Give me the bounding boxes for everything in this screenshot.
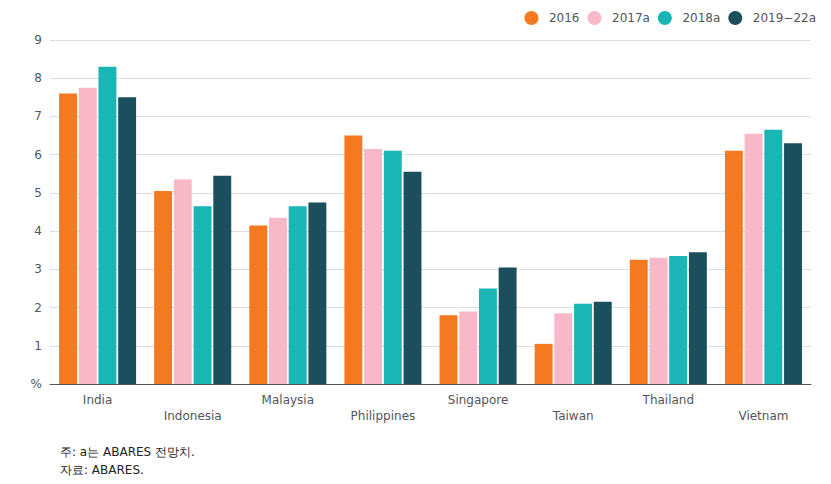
svg-text:3: 3	[34, 262, 42, 276]
svg-text:Singapore: Singapore	[448, 393, 509, 407]
svg-text:6: 6	[34, 148, 42, 162]
svg-text:2: 2	[34, 301, 42, 315]
svg-text:India: India	[83, 393, 112, 407]
svg-text:Indonesia: Indonesia	[164, 409, 222, 423]
svg-text:Thailand: Thailand	[642, 393, 695, 407]
svg-text:2019−22a: 2019−22a	[753, 11, 816, 25]
svg-text:2016: 2016	[549, 11, 580, 25]
svg-text:8: 8	[34, 71, 42, 85]
svg-text:Philippines: Philippines	[351, 409, 416, 423]
svg-text:주: a는 ABARES 전망치.: 주: a는 ABARES 전망치.	[60, 445, 195, 459]
svg-text:4: 4	[34, 224, 42, 238]
svg-text:Taiwan: Taiwan	[552, 409, 594, 423]
svg-text:Malaysia: Malaysia	[262, 393, 314, 407]
svg-text:5: 5	[34, 186, 42, 200]
svg-text:자료: ABARES.: 자료: ABARES.	[60, 463, 144, 477]
svg-text:Vietnam: Vietnam	[738, 409, 788, 423]
svg-text:2018a: 2018a	[682, 11, 720, 25]
svg-text:2017a: 2017a	[612, 11, 650, 25]
svg-text:9: 9	[34, 33, 42, 47]
svg-text:1: 1	[34, 339, 42, 353]
svg-text:7: 7	[34, 109, 42, 123]
svg-text:%: %	[31, 377, 42, 391]
